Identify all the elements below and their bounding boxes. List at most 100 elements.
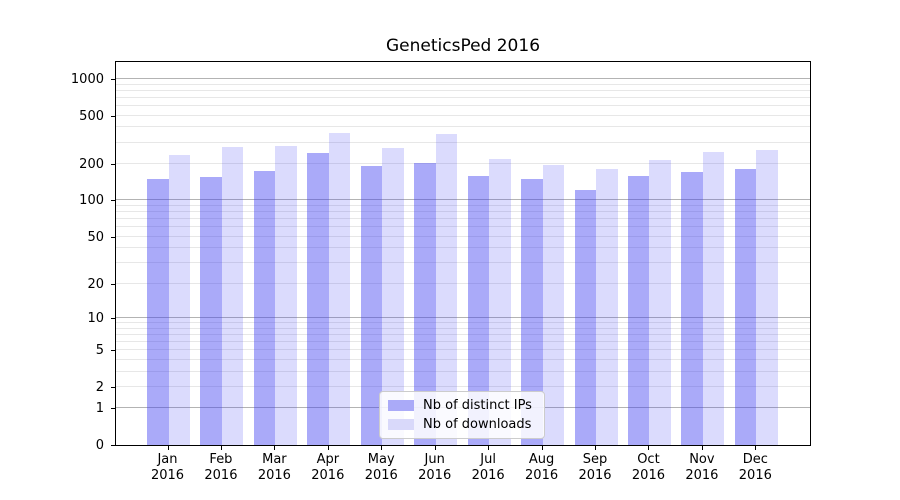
legend-swatch-distinct-ips	[388, 400, 414, 411]
minor-gridline	[116, 333, 810, 335]
x-tick-oct	[648, 446, 650, 450]
bar-downloads-aug	[542, 165, 565, 445]
y-tick-label-0: 0	[95, 438, 104, 453]
x-tick-sep	[595, 446, 597, 450]
y-tick-200	[111, 164, 115, 165]
x-tick-label-mar: Mar 2016	[257, 452, 291, 483]
y-tick-label-1: 1	[95, 401, 104, 417]
bar-distinct-ips-jun	[414, 162, 436, 445]
minor-gridline	[116, 126, 810, 128]
legend-label-downloads: Nb of downloads	[423, 417, 532, 432]
y-tick-label-200: 200	[79, 157, 104, 172]
minor-gridline	[116, 114, 810, 116]
bar-downloads-apr	[328, 133, 351, 445]
x-tick-nov	[701, 446, 703, 450]
major-gridline-1000	[116, 77, 810, 79]
y-tick-label-5: 5	[95, 343, 104, 359]
bar-distinct-ips-dec	[734, 169, 757, 445]
bar-downloads-oct	[649, 160, 671, 445]
major-gridline-10	[116, 316, 810, 318]
y-tick-2	[111, 386, 115, 388]
bar-distinct-ips-aug	[521, 178, 543, 445]
bar-distinct-ips-nov	[681, 171, 703, 445]
minor-gridline	[116, 385, 810, 387]
x-tick-jan	[167, 446, 169, 450]
bar-downloads-jun	[435, 134, 458, 445]
minor-gridline	[116, 83, 810, 85]
x-tick-aug	[541, 446, 543, 450]
bar-distinct-ips-may	[360, 165, 383, 445]
minor-gridline	[116, 163, 810, 165]
x-tick-mar	[274, 446, 276, 450]
bar-downloads-feb	[221, 146, 244, 445]
x-tick-label-nov: Nov 2016	[685, 452, 719, 483]
minor-gridline	[116, 96, 810, 98]
bar-distinct-ips-jul	[467, 175, 490, 445]
y-tick-label-50: 50	[87, 229, 104, 245]
x-tick-jun	[434, 446, 436, 450]
y-tick-label-10: 10	[87, 310, 104, 326]
y-tick-label-2: 2	[95, 379, 104, 395]
legend-label-distinct-ips: Nb of distinct IPs	[423, 398, 532, 413]
bar-distinct-ips-apr	[307, 152, 329, 445]
chart-title: GeneticsPed 2016	[385, 36, 541, 56]
minor-gridline	[116, 327, 810, 329]
bar-distinct-ips-mar	[253, 171, 276, 445]
minor-gridline	[116, 262, 810, 264]
minor-gridline	[116, 205, 810, 206]
x-tick-label-aug: Aug 2016	[525, 452, 559, 483]
y-tick-label-500: 500	[79, 108, 104, 124]
x-tick-label-jun: Jun 2016	[418, 452, 452, 483]
minor-gridline	[116, 89, 810, 91]
minor-gridline	[116, 104, 810, 106]
bar-downloads-mar	[275, 146, 297, 445]
minor-gridline	[116, 358, 810, 360]
bar-downloads-sep	[596, 168, 618, 445]
x-tick-may	[381, 446, 383, 450]
minor-gridline	[116, 226, 810, 228]
x-tick-apr	[327, 446, 329, 450]
bar-distinct-ips-feb	[200, 176, 222, 445]
minor-gridline	[116, 247, 810, 249]
x-tick-label-jul: Jul 2016	[471, 452, 505, 483]
y-tick-label-20: 20	[87, 276, 104, 292]
minor-gridline	[116, 349, 810, 351]
bar-distinct-ips-sep	[574, 190, 597, 445]
y-tick-label-100: 100	[79, 193, 104, 209]
legend-row-distinct-ips: Nb of distinct IPs	[388, 398, 532, 413]
x-tick-label-apr: Apr 2016	[311, 452, 345, 483]
x-tick-label-jan: Jan 2016	[150, 452, 185, 483]
bar-distinct-ips-jan	[147, 179, 169, 445]
x-tick-feb	[220, 446, 222, 450]
bar-downloads-nov	[702, 152, 725, 445]
minor-gridline	[116, 211, 810, 213]
bar-downloads-jan	[168, 154, 190, 445]
minor-gridline	[116, 235, 810, 237]
legend-swatch-downloads	[388, 419, 414, 430]
x-tick-label-oct: Oct 2016	[631, 452, 665, 483]
x-tick-jul	[488, 446, 490, 450]
y-tick-1000	[111, 78, 115, 80]
x-tick-label-dec: Dec 2016	[738, 452, 772, 483]
y-tick-500	[111, 115, 115, 117]
plot-area	[115, 61, 811, 446]
y-tick-0	[111, 445, 115, 446]
y-tick-1	[111, 408, 115, 410]
bar-downloads-may	[382, 148, 404, 445]
x-tick-label-feb: Feb 2016	[204, 452, 238, 483]
minor-gridline	[116, 141, 810, 143]
y-tick-50	[111, 236, 115, 238]
minor-gridline	[116, 322, 810, 323]
minor-gridline	[116, 370, 810, 372]
bar-distinct-ips-oct	[627, 176, 650, 445]
y-tick-5	[111, 350, 115, 352]
legend: Nb of distinct IPs Nb of downloads	[379, 391, 545, 439]
major-gridline-100	[116, 199, 810, 201]
y-tick-label-1000: 1000	[70, 71, 104, 87]
y-tick-100	[111, 200, 115, 202]
x-tick-label-may: May 2016	[364, 452, 398, 483]
minor-gridline	[116, 218, 810, 220]
minor-gridline	[116, 340, 810, 342]
x-tick-dec	[755, 446, 757, 450]
